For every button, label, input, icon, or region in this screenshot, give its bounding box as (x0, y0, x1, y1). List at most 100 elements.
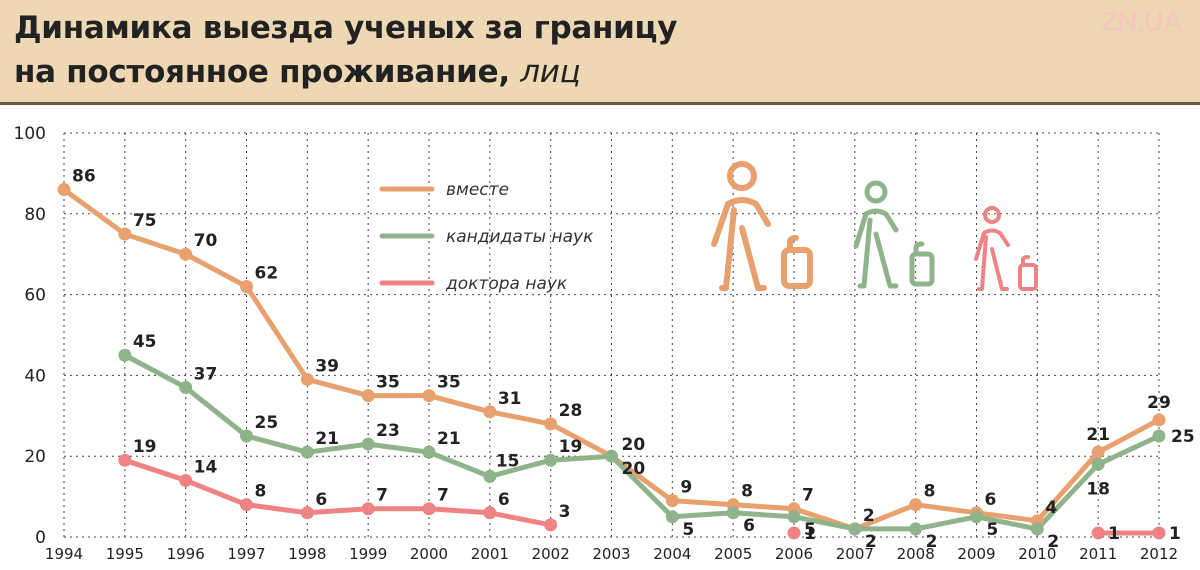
data-label: 23 (376, 421, 400, 441)
x-tick-label: 1996 (167, 545, 205, 563)
data-point (300, 372, 314, 386)
data-label: 86 (72, 167, 96, 187)
data-point (179, 247, 193, 261)
y-tick-label: 20 (24, 447, 46, 467)
x-tick-label: 2006 (775, 545, 813, 563)
data-label: 7 (437, 486, 449, 506)
data-label: 45 (133, 332, 157, 352)
data-label: 6 (315, 490, 327, 510)
data-point (544, 417, 558, 431)
data-point (665, 494, 679, 508)
data-label: 31 (498, 389, 522, 409)
data-label: 7 (376, 486, 388, 506)
data-label: 20 (621, 435, 645, 455)
data-point (604, 449, 618, 463)
data-point (422, 445, 436, 459)
x-tick-label: 2011 (1079, 545, 1117, 563)
data-label: 8 (924, 482, 936, 502)
data-point (422, 502, 436, 516)
y-axis-ticks: 0 20 40 60 80 100 (14, 124, 46, 548)
data-point (483, 506, 497, 520)
data-label: 21 (437, 429, 461, 449)
y-tick-label: 40 (24, 366, 46, 386)
data-label: 1 (1108, 524, 1120, 544)
data-label: 6 (743, 516, 755, 536)
x-tick-label: 2007 (836, 545, 874, 563)
data-label: 18 (1086, 479, 1110, 499)
data-label: 25 (254, 413, 278, 433)
data-label: 39 (315, 356, 339, 376)
x-tick-label: 2009 (957, 545, 995, 563)
data-point (1091, 526, 1105, 540)
data-point (726, 506, 740, 520)
y-tick-label: 60 (24, 286, 46, 306)
data-label: 21 (315, 429, 339, 449)
x-tick-label: 2010 (1018, 545, 1056, 563)
x-tick-label: 1999 (349, 545, 387, 563)
chart-legend: вместе кандидаты наук доктора наук (379, 180, 594, 294)
data-label: 6 (984, 490, 996, 510)
x-tick-label: 2000 (410, 545, 448, 563)
traveler-medium-icon (853, 180, 935, 289)
chart-grid (63, 132, 1160, 538)
data-point (1152, 413, 1166, 427)
data-label: 75 (133, 211, 157, 231)
data-point (665, 510, 679, 524)
data-point (787, 510, 801, 524)
legend-label: доктора наук (445, 274, 568, 294)
legend-label: кандидаты наук (446, 227, 594, 247)
data-point (1152, 526, 1166, 540)
data-point (909, 498, 923, 512)
series-line (122, 457, 1162, 536)
legend-label: вместе (446, 180, 509, 200)
data-label: 19 (559, 437, 583, 457)
data-label: 2 (863, 506, 875, 526)
x-tick-label: 1997 (227, 545, 265, 563)
data-label: 2 (926, 532, 938, 552)
data-point (483, 405, 497, 419)
x-tick-label: 2001 (471, 545, 509, 563)
data-label: 28 (559, 401, 583, 421)
data-point (239, 498, 253, 512)
data-point (544, 453, 558, 467)
page-title-line2: на постоянное проживание, лиц (14, 54, 581, 90)
data-label: 29 (1147, 393, 1171, 413)
x-tick-label: 2003 (592, 545, 630, 563)
data-label: 15 (496, 451, 520, 471)
data-label: 19 (133, 437, 157, 457)
series-line (61, 187, 1162, 532)
data-point (361, 389, 375, 403)
data-label: 62 (254, 264, 278, 284)
page-title-unit: лиц (520, 54, 581, 90)
traveler-large-icon (711, 161, 813, 291)
data-label: 4 (1045, 498, 1057, 518)
data-point (422, 389, 436, 403)
data-point (848, 522, 862, 536)
x-tick-label: 2008 (897, 545, 935, 563)
data-label: 8 (741, 482, 753, 502)
y-tick-label: 100 (14, 124, 46, 144)
header-divider (0, 102, 1200, 105)
data-point (179, 381, 193, 395)
data-label: 5 (804, 520, 816, 540)
data-label: 1 (1169, 524, 1181, 544)
series-line (122, 352, 1162, 532)
data-label: 5 (682, 520, 694, 540)
traveler-small-icon (974, 206, 1038, 291)
data-label: 35 (437, 373, 461, 393)
data-point (361, 502, 375, 516)
data-point (118, 348, 132, 362)
data-point (1152, 429, 1166, 443)
data-point (118, 453, 132, 467)
data-point (1091, 457, 1105, 471)
data-point (239, 429, 253, 443)
data-point (118, 227, 132, 241)
data-label: 9 (680, 478, 692, 498)
x-tick-label: 1995 (106, 545, 144, 563)
data-label: 8 (254, 482, 266, 502)
data-label: 2 (1047, 532, 1059, 552)
znua-logo: ZN,UA (1101, 6, 1183, 37)
data-label: 35 (376, 373, 400, 393)
